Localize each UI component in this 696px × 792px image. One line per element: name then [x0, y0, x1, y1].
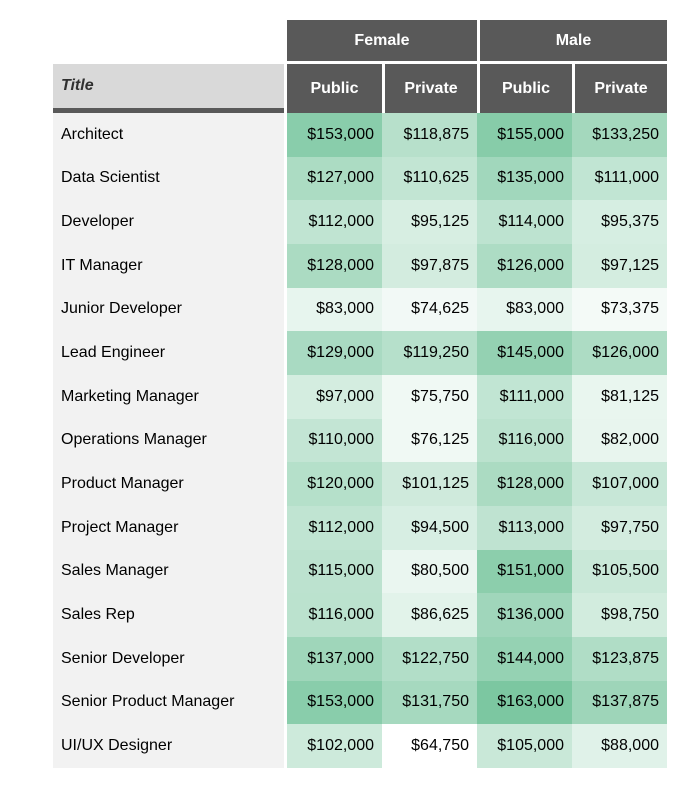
row-title: Sales Manager [53, 549, 284, 594]
salary-cell: $83,000 [287, 287, 382, 332]
salary-cell: $74,625 [382, 287, 477, 332]
salary-heatmap-table: Female Male Title Public Private Public … [53, 20, 667, 768]
salary-cell: $101,125 [382, 462, 477, 506]
salary-cell: $133,250 [572, 113, 667, 157]
salary-cell: $76,125 [382, 418, 477, 463]
salary-cell: $110,000 [287, 418, 382, 463]
corner-title-header: Title [53, 64, 284, 108]
salary-cell: $105,500 [572, 549, 667, 594]
salary-cell: $163,000 [477, 680, 572, 725]
salary-cell: $102,000 [287, 724, 382, 768]
row-title: Architect [53, 113, 284, 157]
salary-cell: $122,750 [382, 636, 477, 681]
row-title: Marketing Manager [53, 374, 284, 419]
salary-cell: $120,000 [287, 462, 382, 506]
salary-cell: $95,375 [572, 200, 667, 244]
salary-cell: $126,000 [477, 243, 572, 288]
salary-cell: $115,000 [287, 549, 382, 594]
salary-cell: $111,000 [477, 374, 572, 419]
salary-cell: $83,000 [477, 287, 572, 332]
salary-cell: $97,000 [287, 374, 382, 419]
row-title: Project Manager [53, 505, 284, 550]
column-group-header-male: Male [477, 20, 667, 61]
column-header-female-public: Public [287, 64, 382, 113]
salary-cell: $107,000 [572, 462, 667, 506]
salary-cell: $114,000 [477, 200, 572, 244]
salary-cell: $129,000 [287, 331, 382, 375]
salary-cell: $123,875 [572, 636, 667, 681]
salary-cell: $94,500 [382, 505, 477, 550]
salary-cell: $113,000 [477, 505, 572, 550]
salary-cell: $112,000 [287, 200, 382, 244]
salary-cell: $73,375 [572, 287, 667, 332]
row-title: IT Manager [53, 243, 284, 288]
salary-cell: $98,750 [572, 593, 667, 637]
salary-cell: $105,000 [477, 724, 572, 768]
row-title: Product Manager [53, 462, 284, 506]
salary-cell: $116,000 [477, 418, 572, 463]
salary-cell: $110,625 [382, 156, 477, 201]
salary-cell: $119,250 [382, 331, 477, 375]
column-header-male-public: Public [477, 64, 572, 113]
salary-cell: $137,000 [287, 636, 382, 681]
row-title: Senior Developer [53, 636, 284, 681]
salary-cell: $82,000 [572, 418, 667, 463]
salary-cell: $97,125 [572, 243, 667, 288]
salary-cell: $145,000 [477, 331, 572, 375]
salary-cell: $128,000 [287, 243, 382, 288]
row-title: Junior Developer [53, 287, 284, 332]
salary-cell: $95,125 [382, 200, 477, 244]
salary-cell: $136,000 [477, 593, 572, 637]
salary-cell: $153,000 [287, 113, 382, 157]
row-title: UI/UX Designer [53, 724, 284, 768]
salary-cell: $155,000 [477, 113, 572, 157]
title-header-underline [53, 108, 284, 113]
row-title: Developer [53, 200, 284, 244]
salary-cell: $64,750 [382, 724, 477, 768]
salary-cell: $80,500 [382, 549, 477, 594]
salary-cell: $137,875 [572, 680, 667, 725]
row-title: Operations Manager [53, 418, 284, 463]
row-title: Senior Product Manager [53, 680, 284, 725]
salary-cell: $112,000 [287, 505, 382, 550]
salary-cell: $127,000 [287, 156, 382, 201]
salary-cell: $128,000 [477, 462, 572, 506]
salary-cell: $111,000 [572, 156, 667, 201]
salary-cell: $126,000 [572, 331, 667, 375]
salary-cell: $86,625 [382, 593, 477, 637]
row-title: Data Scientist [53, 156, 284, 201]
salary-cell: $135,000 [477, 156, 572, 201]
salary-cell: $88,000 [572, 724, 667, 768]
salary-cell: $116,000 [287, 593, 382, 637]
column-group-header-female: Female [287, 20, 477, 61]
row-title: Lead Engineer [53, 331, 284, 375]
salary-cell: $131,750 [382, 680, 477, 725]
salary-cell: $153,000 [287, 680, 382, 725]
column-header-male-private: Private [572, 64, 667, 113]
salary-cell: $118,875 [382, 113, 477, 157]
salary-cell: $97,750 [572, 505, 667, 550]
salary-cell: $75,750 [382, 374, 477, 419]
row-title: Sales Rep [53, 593, 284, 637]
salary-cell: $81,125 [572, 374, 667, 419]
salary-cell: $144,000 [477, 636, 572, 681]
column-header-female-private: Private [382, 64, 477, 113]
salary-cell: $97,875 [382, 243, 477, 288]
salary-cell: $151,000 [477, 549, 572, 594]
